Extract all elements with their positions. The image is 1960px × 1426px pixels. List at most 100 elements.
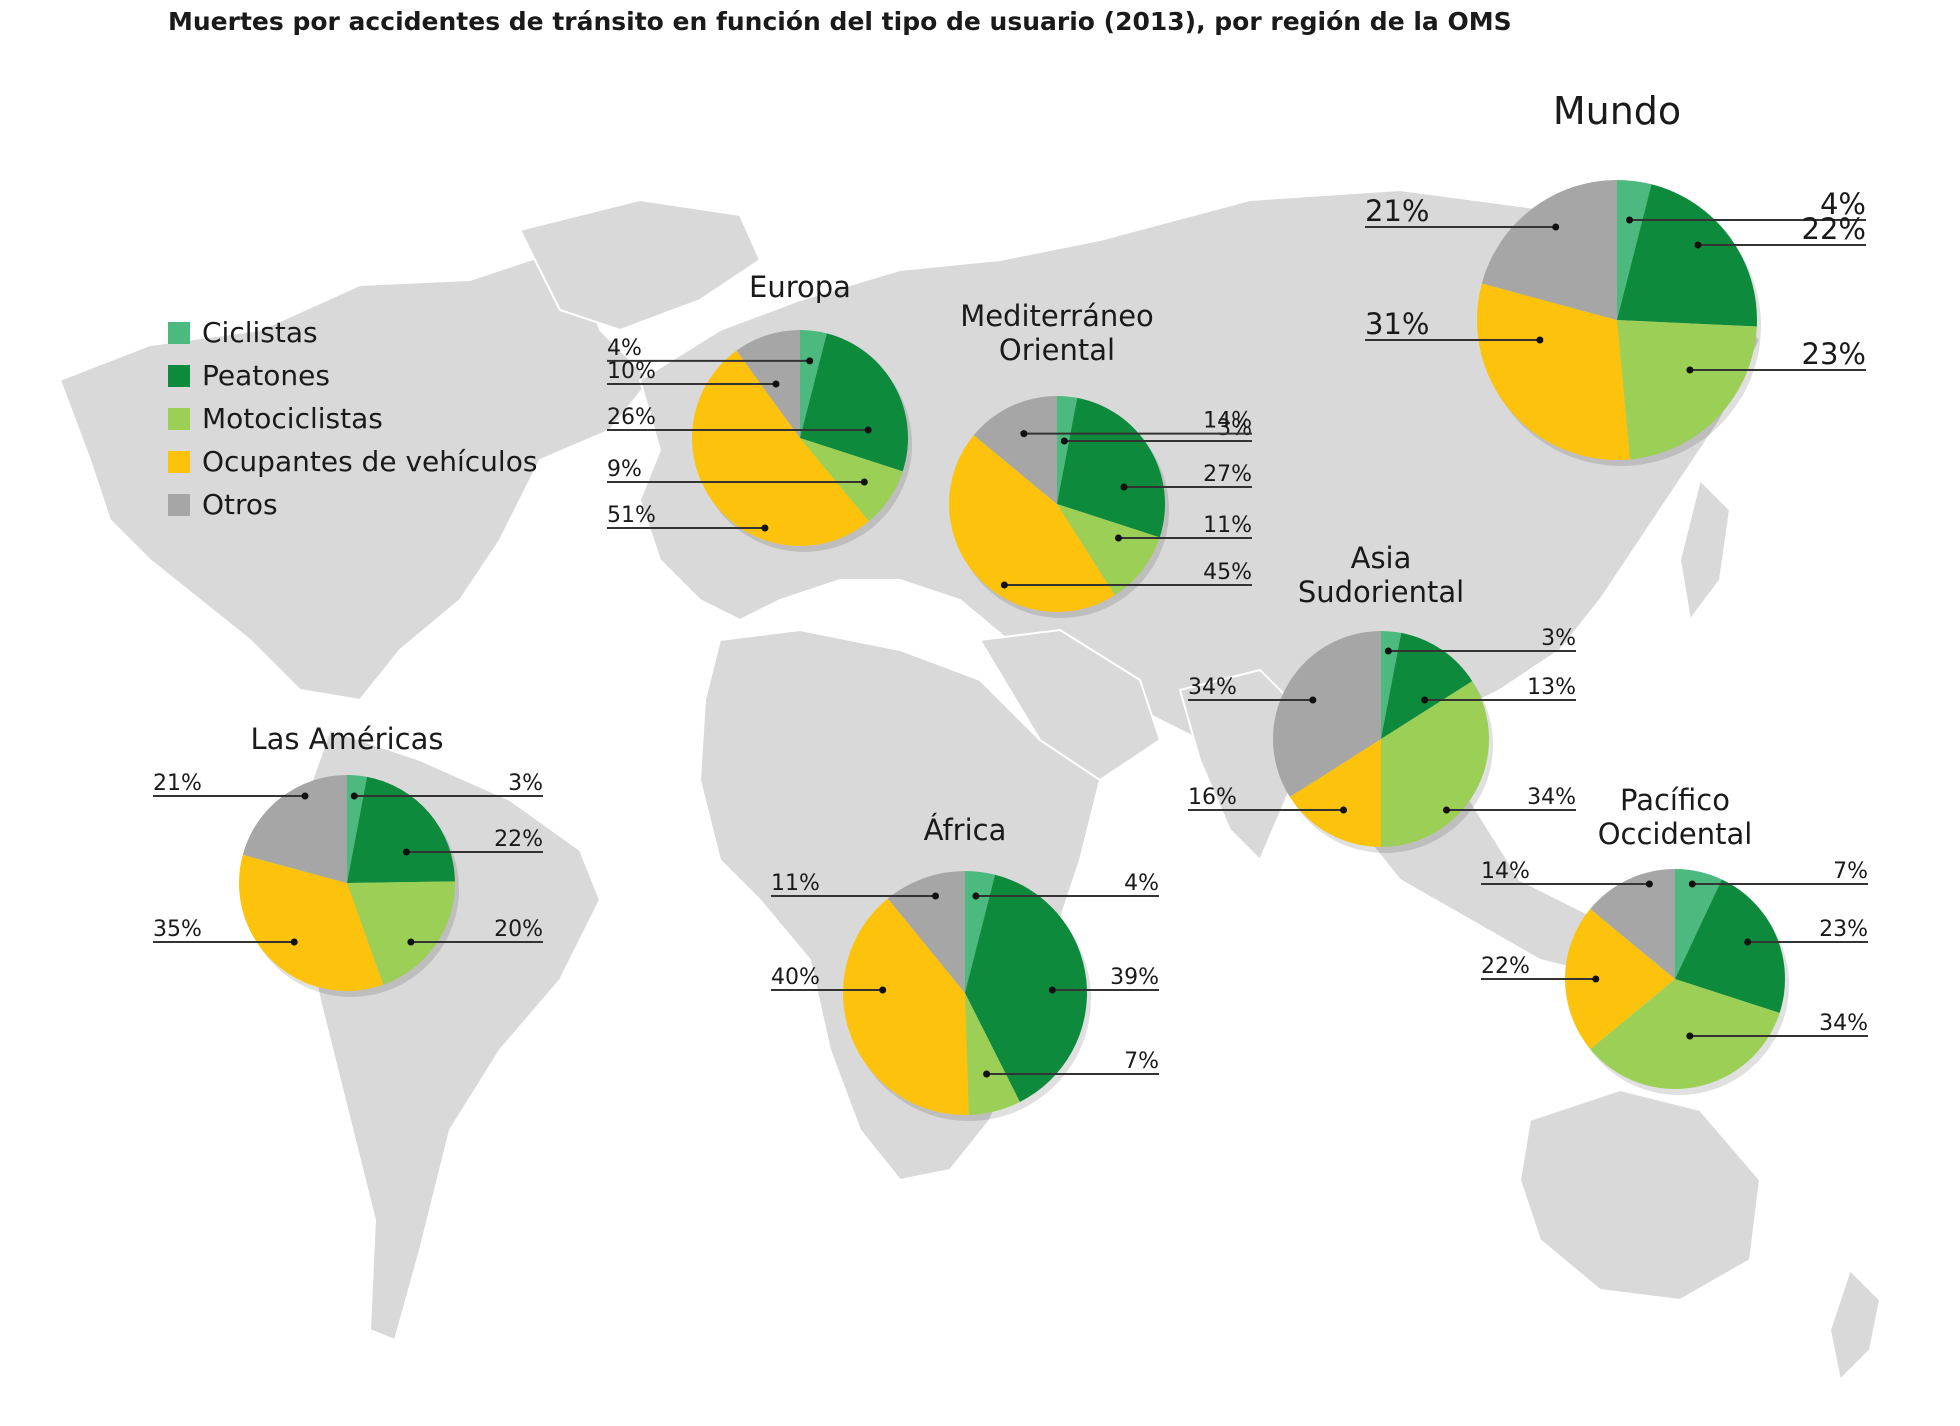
leader-dot-europa-ciclistas	[806, 357, 814, 365]
leader-dot-pacifico-ocupantes	[1592, 975, 1600, 983]
leader-dot-mediterraneo-ciclistas	[1060, 437, 1068, 445]
leader-dot-africa-motociclistas	[983, 1070, 991, 1078]
leader-dot-asia-motociclistas	[1442, 806, 1450, 814]
map-japan	[1678, 478, 1732, 623]
leader-dot-americas-motociclistas	[407, 938, 415, 946]
leader-dot-pacifico-peatones	[1744, 938, 1752, 946]
leader-dot-mundo-ciclistas	[1626, 216, 1634, 224]
pie-slice-mediterraneo-ciclistas	[1057, 396, 1078, 504]
pie-slice-pacifico-motociclistas	[1590, 979, 1780, 1090]
pct-label-pacifico-motociclistas: 34%	[1819, 1011, 1868, 1036]
pie-group-europa: Europa 4% 26% 9% 51% 10%	[607, 270, 912, 552]
legend: Ciclistas Peatones Motociclistas Ocupantes …	[168, 316, 537, 521]
pie-slice-pacifico-ciclistas	[1675, 869, 1722, 979]
pie-slice-mundo-motociclistas	[1617, 320, 1757, 460]
pie-slice-asia-ocupantes	[1289, 739, 1381, 847]
pie-slice-americas-motociclistas	[347, 881, 456, 985]
pct-label-americas-peatones: 22%	[494, 827, 543, 852]
pie-title-asia: Asia	[1351, 541, 1412, 575]
pct-label-africa-ciclistas: 4%	[1124, 871, 1159, 896]
pct-label-africa-peatones: 39%	[1110, 965, 1159, 990]
pct-label-pacifico-ocupantes: 22%	[1481, 954, 1530, 979]
leader-dot-americas-ocupantes	[290, 938, 298, 946]
leader-dot-americas-ciclistas	[350, 792, 358, 800]
map-australia	[1518, 1088, 1762, 1302]
pie-slice-africa-peatones	[965, 874, 1087, 1102]
leader-dot-mediterraneo-motociclistas	[1114, 534, 1122, 542]
pie-slice-africa-otros	[887, 871, 965, 993]
leader-dot-europa-motociclistas	[860, 478, 868, 486]
leader-dot-asia-otros	[1309, 696, 1317, 704]
leader-dot-pacifico-motociclistas	[1686, 1032, 1694, 1040]
pct-label-pacifico-ciclistas: 7%	[1833, 859, 1868, 884]
leader-dot-asia-peatones	[1421, 696, 1429, 704]
map-new-zealand	[1828, 1268, 1882, 1383]
pct-label-mundo-ocupantes: 31%	[1365, 307, 1429, 341]
pie-title-mediterraneo: Oriental	[999, 333, 1115, 367]
pie-slice-africa-ocupantes	[842, 898, 969, 1115]
leader-dot-mediterraneo-ocupantes	[1000, 581, 1008, 589]
leader-dot-africa-ocupantes	[879, 986, 887, 994]
pie-slice-africa-motociclistas	[965, 993, 1020, 1115]
pie-slice-americas-ciclistas	[347, 775, 368, 883]
leader-dot-asia-ocupantes	[1340, 806, 1348, 814]
leader-dot-europa-peatones	[864, 426, 872, 434]
pct-label-mediterraneo-motociclistas: 11%	[1203, 513, 1252, 538]
pie-slice-europa-motociclistas	[800, 438, 903, 522]
pie-slice-europa-ciclistas	[800, 330, 827, 438]
pie-slice-mediterraneo-otros	[973, 396, 1057, 504]
leader-dot-mundo-ocupantes	[1536, 336, 1544, 344]
pie-slice-mundo-ciclistas	[1617, 180, 1652, 320]
pie-slice-europa-ocupantes	[691, 350, 869, 547]
pct-label-asia-otros: 34%	[1188, 675, 1237, 700]
pie-group-africa: África 4% 39% 7% 40% 11%	[771, 813, 1159, 1121]
pie-title-mediterraneo: Mediterráneo	[960, 299, 1154, 333]
pct-label-mundo-ciclistas: 4%	[1820, 187, 1866, 221]
legend-swatch-otros	[168, 494, 190, 516]
leader-dot-mediterraneo-peatones	[1120, 483, 1128, 491]
pct-label-mundo-peatones: 22%	[1802, 212, 1866, 246]
legend-label-peatones: Peatones	[202, 359, 330, 392]
leader-dot-pacifico-otros	[1645, 880, 1653, 888]
pie-slice-europa-peatones	[800, 333, 908, 472]
legend-label-ciclistas: Ciclistas	[202, 316, 318, 349]
pct-label-americas-otros: 21%	[153, 771, 202, 796]
pie-slice-asia-motociclistas	[1381, 681, 1489, 847]
pies: Mundo4%22%23%31%21%Europa4%26%9%51%10%Me…	[153, 89, 1868, 1121]
pct-label-pacifico-otros: 14%	[1481, 859, 1530, 884]
pct-label-europa-motociclistas: 9%	[607, 457, 642, 482]
pct-label-mediterraneo-otros: 14%	[1203, 409, 1252, 434]
pie-slice-pacifico-otros	[1590, 868, 1675, 979]
pct-label-mediterraneo-ocupantes: 45%	[1203, 560, 1252, 585]
pie-slice-pacifico-ocupantes	[1564, 908, 1675, 1050]
legend-swatch-motociclistas	[168, 408, 190, 430]
pie-slice-asia-ciclistas	[1381, 631, 1402, 739]
pct-label-europa-otros: 10%	[607, 359, 656, 384]
pie-slice-africa-ciclistas	[965, 871, 996, 993]
pie-title-asia: Sudoriental	[1298, 575, 1464, 609]
pct-label-europa-ciclistas: 4%	[607, 336, 642, 361]
pct-label-americas-motociclistas: 20%	[494, 917, 543, 942]
map-greenland	[518, 198, 762, 332]
pct-label-mediterraneo-peatones: 27%	[1203, 462, 1252, 487]
legend-label-motociclistas: Motociclistas	[202, 402, 383, 435]
pie-slice-americas-peatones	[347, 776, 455, 883]
pie-slice-mundo-otros	[1481, 180, 1617, 320]
pie-slice-americas-ocupantes	[239, 854, 384, 991]
pie-group-americas: Las Américas 3% 22% 20% 35% 21%	[153, 722, 543, 997]
chart-title: Muertes por accidentes de tránsito en fu…	[168, 7, 1512, 36]
leader-dot-mundo-otros	[1552, 223, 1560, 231]
pie-slice-pacifico-peatones	[1675, 879, 1785, 1013]
pct-label-mediterraneo-ciclistas: 3%	[1217, 416, 1252, 441]
pie-slice-mediterraneo-ocupantes	[948, 435, 1115, 613]
pie-title-pacifico: Pacífico	[1620, 783, 1730, 817]
pie-title-americas: Las Américas	[251, 722, 444, 756]
leader-dot-mediterraneo-otros	[1020, 430, 1028, 438]
legend-label-otros: Otros	[202, 488, 278, 521]
map-arabia	[978, 628, 1162, 782]
legend-swatch-ciclistas	[168, 322, 190, 344]
